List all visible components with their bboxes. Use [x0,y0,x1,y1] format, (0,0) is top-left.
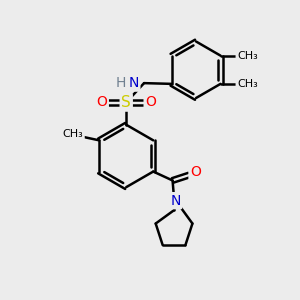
Text: CH₃: CH₃ [237,51,258,61]
Text: O: O [145,95,156,110]
Text: CH₃: CH₃ [63,129,83,140]
Text: O: O [96,95,107,110]
Text: S: S [121,95,131,110]
Text: CH₃: CH₃ [237,79,258,89]
Text: H: H [116,76,126,90]
Text: N: N [170,194,181,208]
Text: N: N [128,76,139,90]
Text: O: O [190,165,201,179]
